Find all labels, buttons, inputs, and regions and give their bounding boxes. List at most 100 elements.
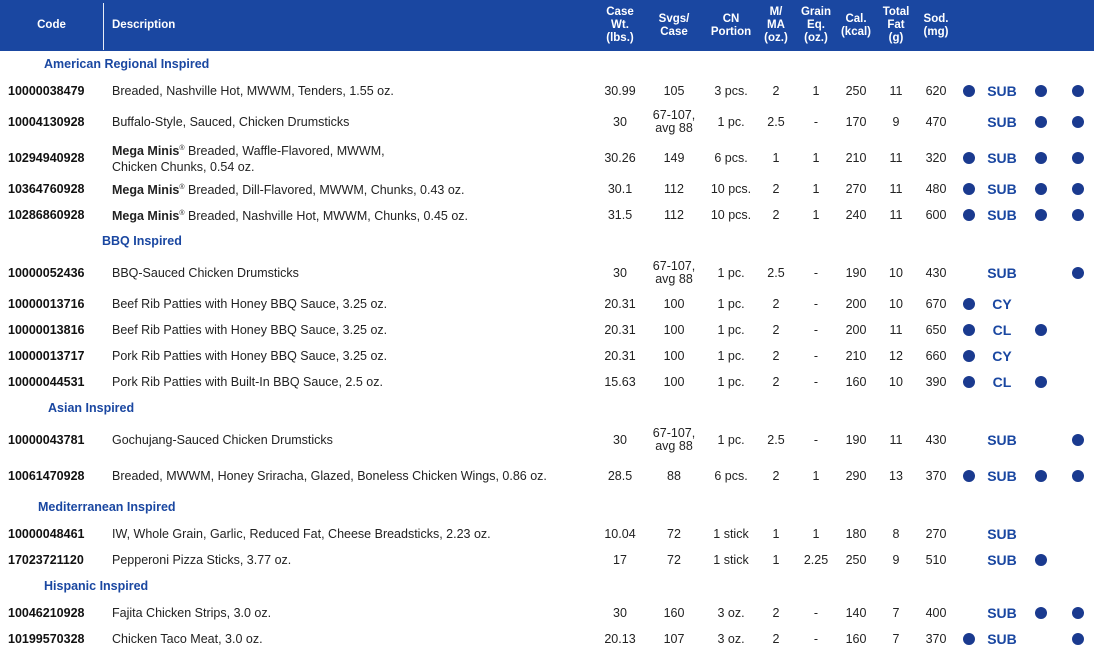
cn-portion: 6 pcs.	[714, 151, 748, 165]
indicator-dot	[1034, 603, 1048, 623]
indicator-dot	[1071, 179, 1085, 199]
meat-alternate: 2.5	[767, 433, 785, 447]
cn-portion: 3 pcs.	[714, 84, 748, 98]
table-row: 10000013816 Beef Rib Patties with Honey B…	[0, 320, 1094, 340]
section-title: Asian Inspired	[48, 401, 135, 415]
indicator-dot	[962, 141, 976, 175]
description-line: Pork Rib Patties with Honey BBQ Sauce, 3…	[112, 349, 388, 363]
table-row: 10000052436 BBQ-Sauced Chicken Drumsticks…	[0, 260, 1094, 286]
item-description: BBQ-Sauced Chicken Drumsticks	[112, 260, 592, 286]
meat-alternate: 2	[772, 469, 780, 483]
filled-circle-icon	[963, 324, 975, 336]
filled-circle-icon	[1035, 152, 1047, 164]
sodium: 430	[925, 266, 947, 280]
indicator-dot	[1071, 629, 1085, 649]
cn-portion: 10 pcs.	[710, 208, 752, 222]
sodium: 660	[925, 349, 947, 363]
credit-code: SUB	[987, 207, 1017, 223]
indicator-dot	[1034, 81, 1048, 101]
description-line: Breaded, Nashville Hot, MWWM, Tenders, 1…	[112, 84, 394, 98]
table-header: Code Description Case Wt. (lbs.) Svgs/ C…	[0, 0, 1094, 51]
calories: 180	[845, 527, 867, 541]
header-description: Description	[112, 19, 176, 31]
calories: 200	[845, 297, 867, 311]
sodium: 600	[925, 208, 947, 222]
total-fat: 10	[889, 375, 903, 389]
cn-portion: 1 pc.	[717, 433, 745, 447]
table-row: 10294940928 Mega Minis® Breaded, Waffle-F…	[0, 141, 1094, 175]
item-code: 10000013716	[8, 297, 85, 311]
filled-circle-icon	[1035, 607, 1047, 619]
case-weight: 30	[613, 265, 627, 280]
grain-equivalent: 1	[812, 84, 820, 98]
servings-per-case: 88	[667, 468, 681, 483]
meat-alternate: 2	[772, 84, 780, 98]
item-code: 10199570328	[8, 632, 85, 646]
servings-per-case: 112	[664, 181, 684, 196]
calories: 210	[845, 349, 867, 363]
description-text: Mega Minis® Breaded, Waffle-Flavored, MW…	[112, 141, 385, 175]
description-text: BBQ-Sauced Chicken Drumsticks	[112, 265, 299, 281]
servings-per-case: 112	[664, 207, 684, 222]
item-code: 10286860928	[8, 208, 85, 222]
sodium: 510	[925, 553, 947, 567]
indicator-dot	[962, 372, 976, 392]
grain-equivalent: -	[813, 375, 819, 389]
filled-circle-icon	[1072, 85, 1084, 97]
servings-per-case: 105	[663, 83, 685, 98]
credit-code: SUB	[987, 150, 1017, 166]
item-description: Pork Rib Patties with Built-In BBQ Sauce…	[112, 372, 592, 392]
calories: 190	[845, 266, 867, 280]
brand-name: Mega Minis	[112, 183, 180, 198]
item-code: 10000038479	[8, 84, 85, 98]
table-row: 10199570328 Chicken Taco Meat, 3.0 oz. 20.…	[0, 629, 1094, 649]
total-fat: 12	[889, 349, 903, 363]
header-calories: Cal. (kcal)	[840, 12, 872, 38]
indicator-dot	[1071, 466, 1085, 486]
filled-circle-icon	[1072, 607, 1084, 619]
indicator-dot	[1071, 141, 1085, 175]
section-title: BBQ Inspired	[102, 234, 182, 248]
cn-portion: 1 pc.	[717, 375, 745, 389]
item-code: 10294940928	[8, 151, 85, 165]
description-text: Beef Rib Patties with Honey BBQ Sauce, 3…	[112, 322, 387, 338]
cn-portion: 1 pc.	[717, 266, 745, 280]
sodium: 370	[925, 632, 947, 646]
filled-circle-icon	[963, 152, 975, 164]
meat-alternate: 2	[772, 375, 780, 389]
indicator-dot	[1034, 112, 1048, 132]
servings-per-case: 67-107, avg 88	[652, 426, 696, 453]
description-line: Beef Rib Patties with Honey BBQ Sauce, 3…	[112, 323, 388, 337]
filled-circle-icon	[963, 209, 975, 221]
item-code: 10004130928	[8, 115, 85, 129]
filled-circle-icon	[1035, 554, 1047, 566]
table-row: 10000013716 Beef Rib Patties with Honey B…	[0, 294, 1094, 314]
registered-mark: ®	[179, 209, 185, 217]
filled-circle-icon	[1035, 376, 1047, 388]
case-weight: 17	[613, 552, 627, 567]
calories: 190	[845, 433, 867, 447]
filled-circle-icon	[1072, 434, 1084, 446]
calories: 160	[845, 632, 867, 646]
grain-equivalent: -	[813, 349, 819, 363]
item-description: Mega Minis® Breaded, Dill-Flavored, MWWM…	[112, 179, 592, 199]
item-code: 10061470928	[8, 469, 85, 483]
cn-portion: 3 oz.	[717, 606, 745, 620]
description-line: Gochujang-Sauced Chicken Drumsticks	[112, 433, 333, 447]
brand-name: Mega Minis	[112, 209, 180, 224]
item-description: IW, Whole Grain, Garlic, Reduced Fat, Ch…	[112, 524, 592, 544]
filled-circle-icon	[963, 85, 975, 97]
description-line: Breaded, Waffle-Flavored, MWWM,	[188, 144, 385, 159]
meat-alternate: 2	[772, 323, 780, 337]
meat-alternate: 2	[772, 182, 780, 196]
table-row: 10046210928 Fajita Chicken Strips, 3.0 oz…	[0, 603, 1094, 623]
item-description: Mega Minis® Breaded, Waffle-Flavored, MW…	[112, 141, 592, 175]
calories: 250	[845, 84, 867, 98]
description-line: BBQ-Sauced Chicken Drumsticks	[112, 266, 299, 280]
cn-portion: 10 pcs.	[710, 182, 752, 196]
total-fat: 13	[889, 469, 903, 483]
description-line: IW, Whole Grain, Garlic, Reduced Fat, Ch…	[112, 527, 491, 541]
item-description: Chicken Taco Meat, 3.0 oz.	[112, 629, 592, 649]
total-fat: 11	[889, 84, 903, 98]
